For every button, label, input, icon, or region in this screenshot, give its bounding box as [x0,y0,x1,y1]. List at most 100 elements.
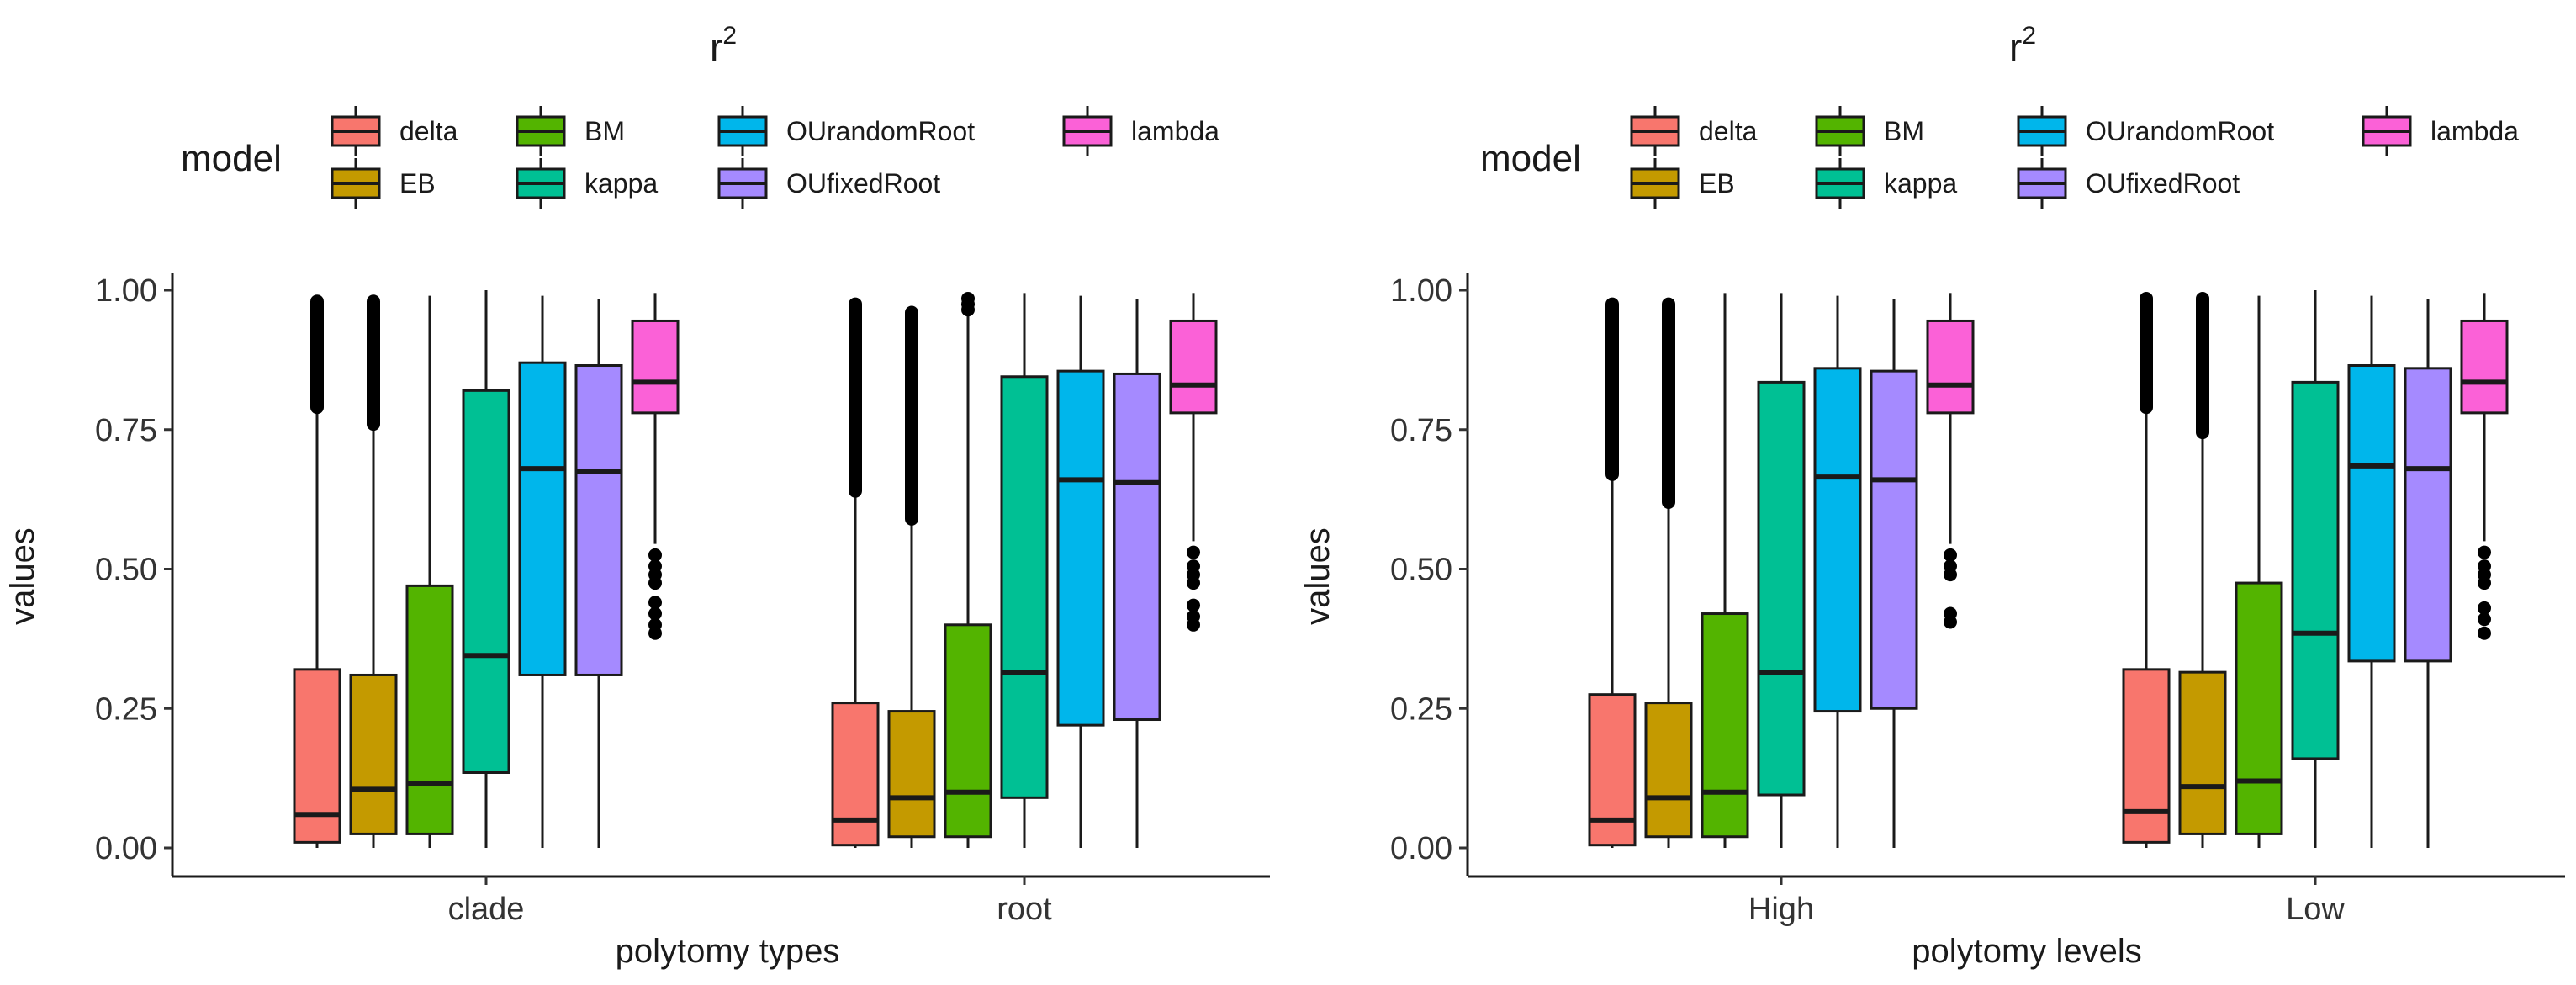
outlier-cluster [1605,297,1619,481]
x-tick-label: root [997,892,1052,927]
legend-label: BM [584,116,625,146]
box-low-delta [2122,291,2171,848]
legend-title: model [1480,138,1581,179]
y-tick-label: 0.50 [1390,553,1452,588]
box-iqr [1056,369,1105,727]
box-high-eb [1644,297,1693,848]
box-iqr [1644,702,1693,839]
outlier-point [1187,617,1200,632]
box-low-bm [2235,295,2283,848]
outlier-point [2478,626,2491,640]
chart-panel-1: r2 model delta EB BM kappa OUrandomRoot OUfixed… [4,22,1270,970]
box-iqr [631,319,680,415]
chart-title: r2 [2009,22,2036,69]
box-clade-eb [349,294,398,848]
legend-item-delta: delta [1630,106,1758,156]
legend-label: OUrandomRoot [2086,116,2274,146]
y-axis-title: values [1299,527,1336,625]
outlier-cluster [905,305,918,526]
legend-label: lambda [2431,116,2519,146]
y-tick-label: 1.00 [1390,273,1452,309]
legend: model delta EB BM kappa OUrandomRoot OUfixedRo… [1480,106,2519,209]
legend-label: delta [1699,116,1758,146]
legend-label: BM [1884,116,1924,146]
legend-item-ourandomroot: OUrandomRoot [717,106,975,156]
y-tick-label: 0.00 [95,831,157,866]
legend-item-ourandomroot: OUrandomRoot [2017,106,2274,156]
box-low-eb [2178,291,2227,848]
outlier-point [961,291,975,305]
box-iqr [2122,668,2171,844]
y-tick-label: 1.00 [95,273,157,309]
outlier-point [1187,576,1200,590]
box-high-bm [1701,293,1749,848]
outlier-point [648,626,662,640]
box-iqr [1000,375,1049,799]
box-iqr [2404,367,2452,663]
box-iqr [831,702,880,847]
box-low-oufixedroot [2404,298,2452,848]
outlier-point [2478,545,2491,559]
box-iqr [1870,369,1918,710]
box-root-kappa [1000,293,1049,848]
y-tick-label: 0.25 [95,691,157,727]
box-clade-delta [293,294,341,848]
box-low-ourandomroot [2347,295,2396,848]
outlier-point [2478,601,2491,615]
outlier-point [2478,612,2491,627]
box-iqr [887,710,936,839]
box-clade-kappa [462,290,510,848]
outlier-point [1944,548,1957,562]
box-iqr [518,361,567,676]
box-high-kappa [1757,293,1806,848]
legend: model delta EB BM kappa OUrandomRoot OUfixedRo… [181,106,1219,209]
box-iqr [1169,319,1218,415]
box-iqr [574,364,623,676]
legend-item-kappa: kappa [516,158,658,209]
box-iqr [405,584,454,835]
outlier-point [1187,545,1200,559]
legend-label: EB [1699,168,1735,199]
box-iqr [944,623,992,839]
outlier-cluster [849,297,862,498]
legend-item-eb: EB [331,158,436,209]
chart-title: r2 [710,22,737,69]
x-axis-title: polytomy levels [1912,933,2141,970]
box-iqr [2347,364,2396,663]
box-iqr [1113,372,1161,722]
box-iqr [1813,367,1862,713]
box-low-kappa [2291,290,2340,848]
outlier-cluster [367,294,380,432]
legend-label: kappa [584,168,658,199]
legend-item-delta: delta [331,106,458,156]
legend-item-eb: EB [1630,158,1735,209]
box-iqr [1926,319,1975,415]
box-clade-lambda [631,293,680,640]
x-axis-title: polytomy types [616,933,840,970]
x-tick-label: Low [2286,892,2345,927]
legend-item-bm: BM [1815,106,1924,156]
box-clade-ourandomroot [518,295,567,848]
legend-label: OUrandomRoot [786,116,975,146]
outlier-point [648,606,662,621]
box-iqr [349,673,398,835]
box-root-lambda [1169,293,1218,632]
box-low-lambda [2460,293,2509,640]
outlier-point [1944,615,1957,629]
chart-panel-2: r2 model delta EB BM kappa OUrandomRoot OUfixed… [1299,22,2565,970]
box-root-oufixedroot [1113,298,1161,848]
y-tick-label: 0.75 [95,413,157,448]
legend-item-kappa: kappa [1815,158,1957,209]
legend-label: lambda [1131,116,1219,146]
outlier-cluster [2140,291,2153,415]
outlier-point [648,596,662,610]
box-root-bm [944,291,992,848]
x-tick-label: High [1748,892,1814,927]
box-high-ourandomroot [1813,295,1862,848]
y-tick-label: 0.25 [1390,691,1452,727]
box-root-delta [831,297,880,848]
outlier-point [1187,598,1200,612]
outlier-point [648,548,662,562]
axes: 0.00 0.25 0.50 0.75 1.00 High Low [1390,273,2565,927]
